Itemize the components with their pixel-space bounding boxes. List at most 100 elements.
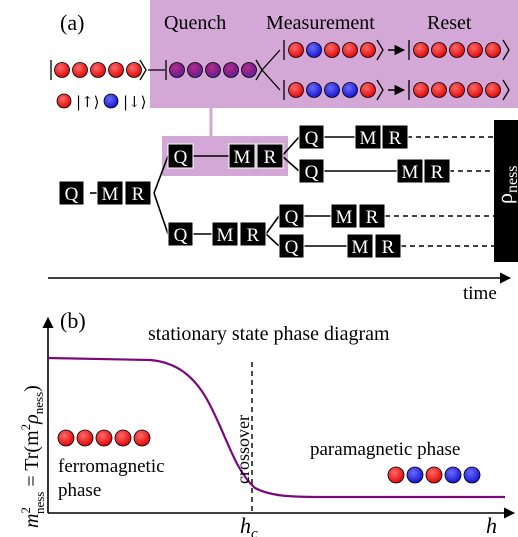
block-r: R	[239, 221, 267, 247]
quench-label: Quench	[164, 12, 226, 34]
spin-down-icon	[306, 82, 322, 98]
svg-text:M: M	[336, 207, 353, 228]
panel-b: (b) stationary state phase diagram m2nes…	[18, 308, 516, 537]
svg-text:R: R	[247, 225, 260, 246]
spin-up-icon	[56, 93, 72, 109]
hc-tick-label: hc	[240, 513, 258, 537]
spin-down-label: |↓⟩	[123, 93, 146, 111]
panel-b-title: stationary state phase diagram	[148, 323, 390, 345]
svg-text:M: M	[217, 225, 234, 246]
svg-text:M: M	[234, 147, 251, 168]
block-q: Q	[278, 233, 305, 259]
spin-up-icon	[133, 429, 151, 447]
block-q: Q	[298, 124, 325, 150]
block-r: R	[124, 180, 152, 206]
block-r: R	[423, 158, 451, 184]
spin-up-icon	[431, 82, 447, 98]
spin-up-icon	[90, 62, 106, 78]
magnetization-curve	[47, 356, 505, 499]
spin-up-icon	[413, 42, 429, 58]
block-r: R	[358, 203, 386, 229]
panel-a: (a) Quench Measurement Reset	[48, 0, 518, 304]
initial-state-ket	[50, 59, 147, 81]
spin-mixed-icon	[187, 62, 203, 78]
panel-b-label: (b)	[60, 308, 86, 333]
spin-down-icon	[103, 93, 119, 109]
svg-text:R: R	[431, 162, 444, 183]
svg-text:M: M	[402, 162, 419, 183]
block-q: Q	[298, 158, 325, 184]
spin-mixed-icon	[205, 62, 221, 78]
reset-1-ket	[408, 39, 510, 61]
svg-text:Q: Q	[65, 184, 79, 205]
spin-up-icon	[72, 62, 88, 78]
branch-line-top	[261, 49, 281, 71]
block-r: R	[381, 124, 409, 150]
spin-up-label: |↑⟩	[76, 93, 99, 111]
spin-up-icon	[76, 429, 94, 447]
reset-label: Reset	[427, 12, 472, 34]
reset-2-ket	[408, 79, 510, 101]
svg-text:R: R	[264, 147, 277, 168]
block-r: R	[256, 143, 284, 169]
block-r: R	[374, 233, 402, 259]
spin-legend: |↑⟩ |↓⟩	[56, 93, 146, 111]
h-axis-label: h	[486, 513, 497, 537]
svg-text:Q: Q	[174, 147, 188, 168]
block-m: M	[346, 233, 374, 259]
spin-up-icon	[467, 82, 483, 98]
spin-up-icon	[324, 42, 340, 58]
block-q: Q	[278, 203, 305, 229]
spin-up-icon	[108, 62, 124, 78]
spin-up-icon	[431, 42, 447, 58]
spin-up-icon	[360, 42, 376, 58]
spin-up-icon	[126, 62, 142, 78]
crossover-label: crossover	[233, 415, 253, 484]
svg-text:m2ness = Tr(m2ρness): m2ness = Tr(m2ρness)	[18, 385, 47, 528]
spin-up-icon	[95, 429, 113, 447]
spin-up-icon	[449, 42, 465, 58]
measurement-label: Measurement	[266, 12, 375, 34]
spin-up-icon	[449, 82, 465, 98]
spin-down-icon	[342, 82, 358, 98]
block-m: M	[211, 221, 239, 247]
spin-mixed-icon	[169, 62, 185, 78]
spin-up-icon	[342, 42, 358, 58]
spin-down-icon	[463, 466, 481, 484]
svg-text:R: R	[382, 237, 395, 258]
svg-text:Q: Q	[305, 162, 319, 183]
outcome-2-ket	[283, 79, 384, 101]
spin-up-icon	[485, 42, 501, 58]
spin-up-icon	[485, 82, 501, 98]
block-m: M	[330, 203, 358, 229]
spin-up-icon	[114, 429, 132, 447]
spin-up-icon	[54, 62, 70, 78]
spin-up-icon	[288, 82, 304, 98]
spin-up-icon	[387, 466, 405, 484]
block-q: Q	[58, 180, 85, 206]
para-label: paramagnetic phase	[310, 439, 460, 460]
dashed-lines	[385, 136, 494, 247]
spin-mixed-icon	[241, 62, 257, 78]
spin-up-icon	[360, 82, 376, 98]
spin-up-icon	[467, 42, 483, 58]
time-label: time	[463, 283, 497, 304]
rho-ness-label: ρness	[492, 165, 518, 204]
block-m: M	[96, 180, 124, 206]
spin-up-icon	[288, 42, 304, 58]
spin-up-icon	[413, 82, 429, 98]
outcome-1-ket	[283, 39, 384, 61]
svg-text:Q: Q	[174, 225, 188, 246]
block-m: M	[228, 143, 256, 169]
block-m: M	[354, 124, 382, 150]
protocol-tree	[90, 136, 397, 247]
svg-text:R: R	[389, 128, 402, 149]
svg-text:M: M	[102, 184, 119, 205]
spin-down-icon	[406, 466, 424, 484]
svg-text:crossover: crossover	[233, 415, 253, 484]
spin-up-icon	[57, 429, 75, 447]
spin-mixed-icon	[223, 62, 239, 78]
rho-ness-bar	[494, 120, 518, 262]
y-axis-label: m2ness = Tr(m2ρness)	[18, 385, 47, 528]
svg-text:M: M	[360, 128, 377, 149]
